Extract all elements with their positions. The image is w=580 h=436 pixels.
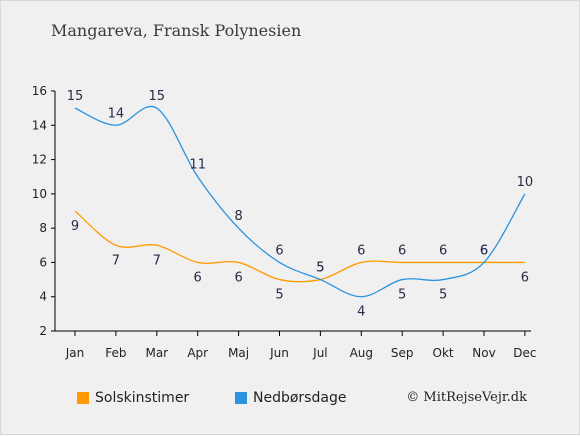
data-label-rain: 6 [275,243,283,258]
y-tick-label: 12 [32,153,47,167]
y-tick-label: 2 [39,324,47,338]
data-label-sun: 5 [275,288,283,303]
x-tick-label: Sep [391,346,414,360]
data-label-sun: 6 [194,270,202,285]
y-tick-label: 6 [39,255,47,269]
x-tick-label: Feb [105,346,126,360]
legend-swatch-rain [235,392,247,404]
data-label-sun: 7 [153,253,161,268]
legend-swatch-sun [77,392,89,404]
legend-label-sun: Solskinstimer [95,390,189,406]
data-label-sun: 6 [521,270,529,285]
copyright-text: © MitRejseVejr.dk [406,390,527,405]
x-tick-label: Apr [187,346,208,360]
y-tick-label: 16 [32,84,47,98]
data-label-rain: 15 [149,89,166,104]
data-label-rain: 15 [67,89,84,104]
data-label-rain: 5 [439,288,447,303]
data-label-sun: 7 [112,253,120,268]
data-label-sun: 6 [398,243,406,258]
x-tick-label: Jun [269,346,289,360]
data-label-rain: 5 [316,261,324,276]
data-label-rain: 11 [189,158,206,173]
data-label-rain: 4 [357,305,365,320]
data-label-sun: 6 [234,270,242,285]
y-tick-label: 4 [39,290,47,304]
y-tick-label: 10 [32,187,47,201]
legend-label-rain: Nedbørsdage [253,390,346,406]
legend-item-sun: Solskinstimer [77,390,189,406]
data-label-sun: 9 [71,219,79,234]
data-label-rain: 5 [398,288,406,303]
data-label-rain: 14 [108,106,125,121]
y-tick-label: 8 [39,221,47,235]
series-line-sun [75,211,525,282]
x-tick-label: Okt [433,346,454,360]
data-label-rain: 6 [480,243,488,258]
x-tick-label: Aug [350,346,373,360]
x-tick-label: Maj [228,346,249,360]
data-label-rain: 10 [517,175,534,190]
x-tick-label: Jan [65,346,85,360]
y-tick-label: 14 [32,118,47,132]
legend-item-rain: Nedbørsdage [235,390,346,406]
x-tick-label: Nov [472,346,495,360]
series-line-rain [75,106,525,296]
x-tick-label: Jul [312,346,327,360]
data-label-rain: 8 [234,209,242,224]
data-label-sun: 6 [357,243,365,258]
x-tick-label: Mar [145,346,168,360]
x-tick-label: Dec [513,346,536,360]
data-label-sun: 6 [439,243,447,258]
